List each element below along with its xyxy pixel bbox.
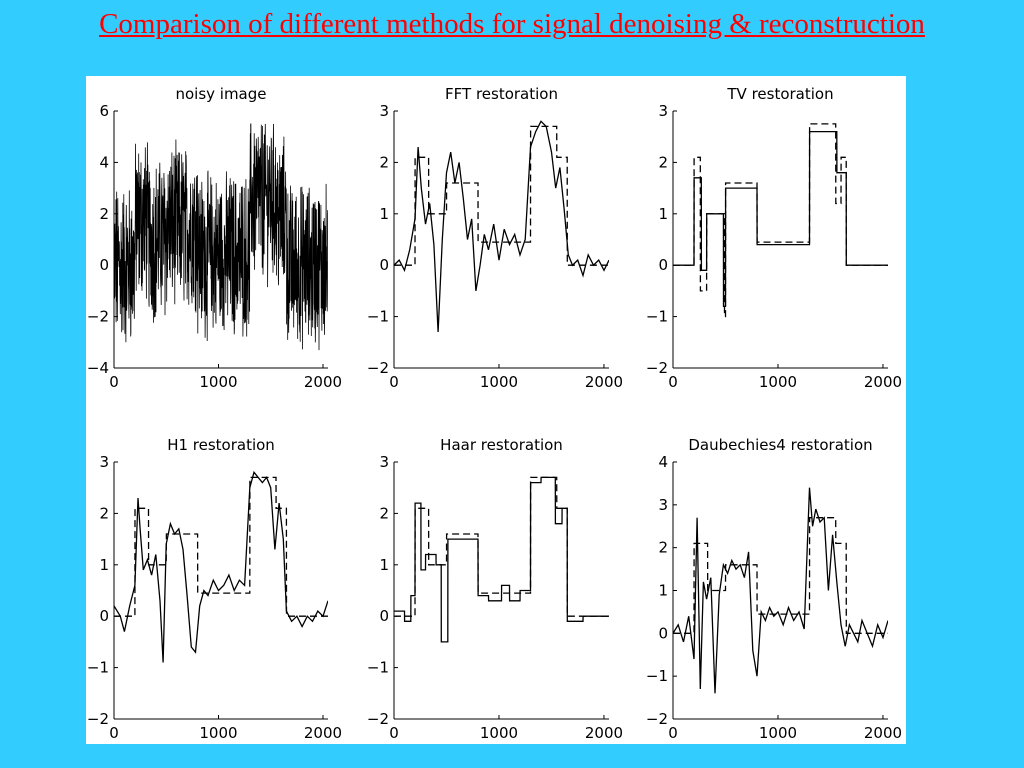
y-tick-label: 3 — [99, 453, 109, 471]
restored-signal-line — [114, 123, 328, 351]
x-tick-label: 2000 — [304, 724, 342, 742]
subplot-5: Haar restoration −2 −1 0 1 2 3 0 1000 2000 — [367, 436, 623, 742]
y-tick-label: −2 — [367, 359, 389, 377]
original-signal-line — [673, 123, 888, 318]
y-tick-label: 1 — [658, 582, 668, 600]
x-tick-label: 2000 — [585, 724, 623, 742]
x-tick-label: 1000 — [480, 724, 518, 742]
subplot-4: H1 restoration −2 −1 0 1 2 3 0 1000 2000 — [87, 436, 342, 742]
subplot-1: noisy image −4 −2 0 2 4 6 0 1000 2000 — [87, 85, 342, 391]
y-tick-label: −1 — [646, 308, 668, 326]
subplot-title: FFT restoration — [445, 85, 558, 103]
x-tick-label: 1000 — [199, 373, 237, 391]
y-tick-label: 3 — [379, 453, 389, 471]
y-tick-label: 3 — [379, 102, 389, 120]
x-tick-label: 2000 — [864, 373, 902, 391]
subplot-6: Daubechies4 restoration −2 −1 0 1 2 3 4 0 1000 200… — [646, 436, 902, 742]
y-tick-label: −4 — [87, 359, 109, 377]
y-tick-label: 1 — [379, 556, 389, 574]
x-tick-label: 1000 — [199, 724, 237, 742]
y-tick-label: 1 — [379, 205, 389, 223]
y-tick-label: 2 — [658, 539, 668, 557]
y-tick-label: 2 — [99, 205, 109, 223]
x-tick-label: 2000 — [864, 724, 902, 742]
x-tick-label: 0 — [109, 373, 119, 391]
y-tick-label: 0 — [658, 624, 668, 642]
y-tick-label: 2 — [658, 153, 668, 171]
x-tick-label: 1000 — [759, 373, 797, 391]
y-tick-label: 2 — [379, 504, 389, 522]
subplot-title: TV restoration — [726, 85, 833, 103]
original-signal-line — [394, 125, 609, 266]
restored-signal-line — [394, 476, 609, 643]
figure-panel: noisy image −4 −2 0 2 4 6 0 1000 2000 FFT restorat… — [86, 76, 906, 744]
y-tick-label: 3 — [658, 496, 668, 514]
y-tick-label: 0 — [379, 256, 389, 274]
subplot-title: Daubechies4 restoration — [688, 436, 872, 454]
x-tick-label: 0 — [389, 373, 399, 391]
x-tick-label: 0 — [389, 724, 399, 742]
x-tick-label: 2000 — [304, 373, 342, 391]
original-signal-line — [673, 517, 888, 634]
y-tick-label: −2 — [367, 710, 389, 728]
y-tick-label: 4 — [658, 453, 668, 471]
subplot-title: Haar restoration — [440, 436, 563, 454]
y-tick-label: 1 — [99, 556, 109, 574]
x-tick-label: 0 — [109, 724, 119, 742]
restored-signal-line — [394, 120, 609, 333]
restored-signal-line — [673, 130, 888, 307]
y-tick-label: 0 — [379, 607, 389, 625]
y-tick-label: −2 — [646, 710, 668, 728]
y-tick-label: 0 — [99, 256, 109, 274]
y-tick-label: −1 — [87, 659, 109, 677]
y-tick-label: 3 — [658, 102, 668, 120]
y-tick-label: 2 — [99, 504, 109, 522]
y-tick-label: −1 — [367, 308, 389, 326]
x-tick-label: 0 — [668, 724, 678, 742]
subplot-3: TV restoration −2 −1 0 1 2 3 0 1000 2000 — [646, 85, 902, 391]
x-tick-label: 1000 — [759, 724, 797, 742]
x-tick-label: 0 — [668, 373, 678, 391]
x-tick-label: 1000 — [480, 373, 518, 391]
slide-title: Comparison of different methods for sign… — [99, 8, 925, 40]
y-tick-label: −1 — [367, 659, 389, 677]
y-tick-label: −2 — [646, 359, 668, 377]
restored-signal-line — [673, 487, 888, 694]
y-tick-label: −2 — [87, 710, 109, 728]
y-tick-label: −1 — [646, 667, 668, 685]
subplot-title: noisy image — [175, 85, 266, 103]
y-tick-label: 0 — [658, 256, 668, 274]
y-tick-label: 1 — [658, 205, 668, 223]
restored-signal-line — [114, 470, 328, 663]
y-tick-label: 4 — [99, 153, 109, 171]
y-tick-label: −2 — [87, 308, 109, 326]
x-tick-label: 2000 — [585, 373, 623, 391]
y-tick-label: 2 — [379, 153, 389, 171]
y-tick-label: 6 — [99, 102, 109, 120]
subplot-title: H1 restoration — [167, 436, 275, 454]
original-signal-line — [114, 476, 328, 617]
subplot-2: FFT restoration −2 −1 0 1 2 3 0 1000 2000 — [367, 85, 623, 391]
y-tick-label: 0 — [99, 607, 109, 625]
